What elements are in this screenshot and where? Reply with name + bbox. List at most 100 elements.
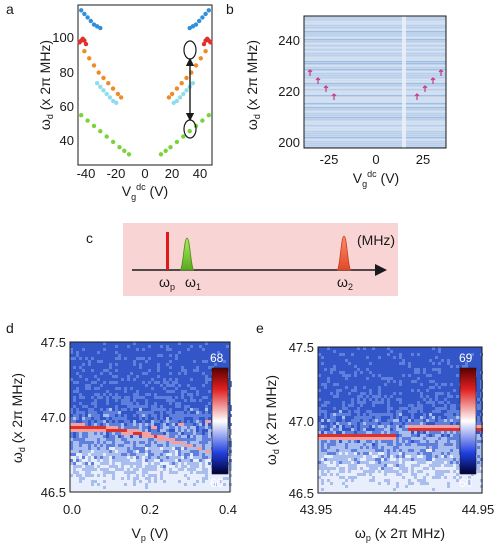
panel-e-heatmap-cell xyxy=(342,407,345,410)
panel-d-heatmap-cell xyxy=(106,483,109,486)
panel-e-heatmap-cell xyxy=(381,455,384,458)
panel-d-heatmap-cell xyxy=(220,489,223,492)
panel-d-heatmap-cell xyxy=(106,450,109,453)
panel-d-heatmap-cell xyxy=(109,429,112,432)
panel-e-heatmap-cell xyxy=(375,464,378,467)
panel-d-ytick-47-0: 47.0 xyxy=(41,410,66,425)
panel-e-heatmap-cell xyxy=(390,419,393,422)
panel-a-point xyxy=(197,18,202,24)
panel-d-heatmap-cell xyxy=(85,447,88,450)
panel-d-heatmap-cell xyxy=(124,468,127,471)
panel-d-heatmap-cell xyxy=(124,453,127,456)
panel-e-heatmap-cell xyxy=(393,356,396,359)
panel-e-heatmap-cell xyxy=(366,485,369,488)
panel-e-heatmap-cell xyxy=(366,434,369,437)
panel-d-heatmap-cell xyxy=(160,441,163,444)
panel-d-heatmap-cell xyxy=(178,450,181,453)
panel-b-heatmap-streak xyxy=(304,93,446,95)
panel-e-heatmap-cell xyxy=(411,455,414,458)
panel-e-heatmap-cell xyxy=(324,488,327,491)
panel-e-heatmap-cell xyxy=(351,389,354,392)
panel-e-heatmap-cell xyxy=(387,410,390,413)
panel-e-heatmap-cell xyxy=(429,431,432,434)
panel-d-heatmap-cell xyxy=(145,405,148,408)
panel-d-heatmap-cell xyxy=(82,459,85,462)
panel-d-heatmap-cell xyxy=(160,456,163,459)
panel-e-heatmap-cell xyxy=(360,401,363,404)
panel-e-heatmap-cell xyxy=(402,443,405,446)
panel-e-heatmap-cell xyxy=(375,428,378,431)
panel-d-heatmap-cell xyxy=(154,474,157,477)
panel-a-point xyxy=(96,70,101,75)
panel-d-heatmap-cell xyxy=(175,447,178,450)
panel-e-heatmap-cell xyxy=(474,476,477,479)
panel-e-heatmap-cell xyxy=(375,395,378,398)
panel-e-heatmap-cell xyxy=(396,416,399,419)
panel-e-heatmap-cell xyxy=(342,401,345,404)
panel-d-heatmap-cell xyxy=(133,483,136,486)
panel-d-heatmap-cell xyxy=(82,477,85,480)
panel-d-heatmap-cell xyxy=(91,459,94,462)
panel-e-heatmap-cell xyxy=(438,434,441,437)
panel-d-heatmap-cell xyxy=(112,471,115,474)
panel-d-heatmap-cell xyxy=(100,447,103,450)
panel-e-heatmap-cell xyxy=(414,419,417,422)
panel-d-heatmap-cell xyxy=(199,411,202,414)
panel-d-heatmap-cell xyxy=(208,483,211,486)
panel-d-heatmap-cell xyxy=(175,417,178,420)
panel-a-point xyxy=(181,91,186,97)
panel-d-heatmap-cell xyxy=(91,489,94,492)
panel-d-heatmap-cell xyxy=(145,417,148,420)
panel-d-heatmap-cell xyxy=(175,477,178,480)
panel-e-heatmap-cell xyxy=(429,380,432,383)
panel-d-heatmap-cell xyxy=(166,396,169,399)
panel-e-heatmap-cell xyxy=(357,431,360,434)
panel-e-heatmap-cell xyxy=(363,347,366,350)
panel-d-heatmap-cell xyxy=(193,414,196,417)
panel-d-heatmap-cell xyxy=(178,423,181,426)
panel-c-label-omega-2: ω2 xyxy=(337,274,353,292)
panel-d-heatmap-cell xyxy=(106,396,109,399)
panel-d-heatmap-cell xyxy=(109,477,112,480)
panel-e-heatmap-cell xyxy=(453,428,456,431)
panel-e-heatmap-cell xyxy=(321,419,324,422)
panel-d-heatmap-cell xyxy=(70,408,73,411)
panel-d-heatmap-cell xyxy=(88,468,91,471)
panel-c-letter: c xyxy=(86,230,93,246)
panel-d-heatmap-cell xyxy=(160,411,163,414)
panel-e-heatmap-cell xyxy=(453,455,456,458)
panel-e-heatmap-cell xyxy=(378,440,381,443)
panel-e-heatmap-cell xyxy=(396,422,399,425)
panel-d-heatmap-cell xyxy=(73,480,76,483)
panel-e-heatmap-cell xyxy=(447,359,450,362)
panel-e-heatmap-cell xyxy=(345,455,348,458)
panel-d-frame xyxy=(69,341,231,493)
panel-e-heatmap-cell xyxy=(453,443,456,446)
panel-a-point xyxy=(179,81,184,86)
panel-d-heatmap-cell xyxy=(157,444,160,447)
panel-d-heatmap-cell xyxy=(208,441,211,444)
panel-e-heatmap-cell xyxy=(393,473,396,476)
panel-e-heatmap-cell xyxy=(351,398,354,401)
panel-e-heatmap-cell xyxy=(324,449,327,452)
panel-d-heatmap-cell xyxy=(76,486,79,489)
panel-e-heatmap-cell xyxy=(393,440,396,443)
panel-b-heatmap-streak xyxy=(304,99,446,101)
panel-d-heatmap-cell xyxy=(145,438,148,441)
panel-d-heatmap-cell xyxy=(127,429,130,432)
panel-e-heatmap-cell xyxy=(429,488,432,491)
panel-e-heatmap-cell xyxy=(444,407,447,410)
panel-d-heatmap-cell xyxy=(94,426,97,429)
panel-e-heatmap-cell xyxy=(444,398,447,401)
panel-d-heatmap-cell xyxy=(130,474,133,477)
panel-e-heatmap-cell xyxy=(375,470,378,473)
panel-d-heatmap-cell xyxy=(136,456,139,459)
panel-e-xtick-44-95: 44.95 xyxy=(462,502,495,517)
panel-a-point xyxy=(106,81,111,86)
panel-e-heatmap-cell xyxy=(426,446,429,449)
panel-d-heatmap-cell xyxy=(103,468,106,471)
panel-e-heatmap-cell xyxy=(363,428,366,431)
panel-d-heatmap-cell xyxy=(115,426,118,429)
panel-d-heatmap-cell xyxy=(127,432,130,435)
panel-e-heatmap-cell xyxy=(447,455,450,458)
